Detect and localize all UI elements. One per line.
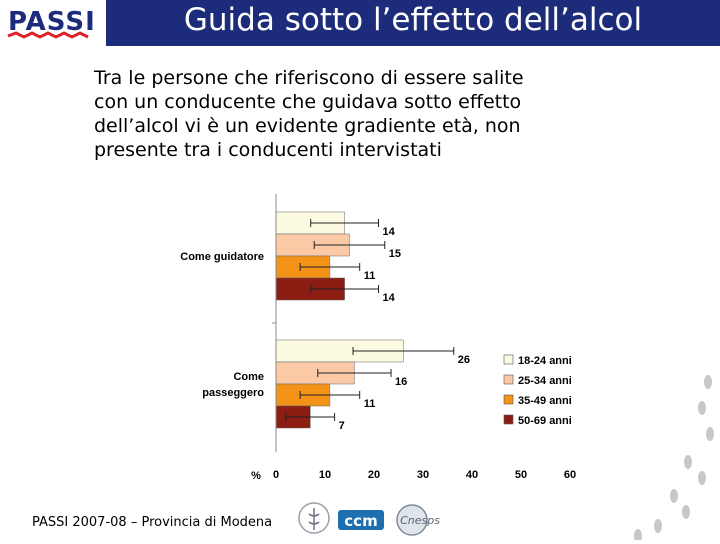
x-tick-label: 0 [273,469,279,481]
legend-label: 50-69 anni [518,415,572,427]
footer-text: PASSI 2007-08 – Provincia di Modena [32,515,273,530]
ccm-logo: ccm [338,508,386,532]
data-label: 26 [458,354,470,366]
page-title: Guida sotto l’effetto dell’alcol [183,2,643,38]
x-tick-label: 10 [319,469,331,481]
cnesps-logo: Cnesps [394,502,442,538]
footprints-decoration [634,375,714,540]
intro-line: con un conducente che guidava sotto effe… [94,91,522,113]
intro-line: dell’alcol vi è un evidente gradiente et… [94,115,521,137]
bar-chart: 14 15 11 14 Come guidatore 26 16 11 7 Come passegg… [180,194,576,482]
passi-logo: PASSI [0,0,106,46]
x-tick-label: 60 [564,469,576,481]
data-label: 14 [383,226,396,238]
category-label: passeggero [202,387,264,399]
x-tick-label: 50 [515,469,527,481]
data-label: 11 [364,398,376,410]
intro-text: Tra le persone che riferiscono di essere… [94,66,674,162]
legend-swatch [503,414,514,425]
category-label: Come [233,371,264,383]
x-tick-label: 40 [466,469,478,481]
data-label: 15 [389,248,401,260]
svg-text:ccm: ccm [344,512,377,530]
category-label: Come guidatore [180,251,264,263]
legend-label: 25-34 anni [518,375,572,387]
data-label: 16 [395,376,407,388]
intro-line: presente tra i conducenti intervistati [94,139,442,161]
svg-text:PASSI: PASSI [8,7,96,37]
legend-label: 35-49 anni [518,395,572,407]
iss-logo [296,500,332,540]
legend-label: 18-24 anni [518,355,572,367]
svg-text:Cnesps: Cnesps [400,514,440,527]
legend-swatch [503,374,514,385]
data-label: 7 [339,420,345,432]
data-label: 14 [383,292,396,304]
data-label: 11 [364,270,376,282]
x-axis-label: % [251,470,261,482]
header-bar: Guida sotto l’effetto dell’alcol [106,0,720,46]
legend-swatch [503,354,514,365]
legend-swatch [503,394,514,405]
x-tick-label: 20 [368,469,380,481]
intro-line: Tra le persone che riferiscono di essere… [94,67,524,89]
x-tick-label: 30 [417,469,429,481]
